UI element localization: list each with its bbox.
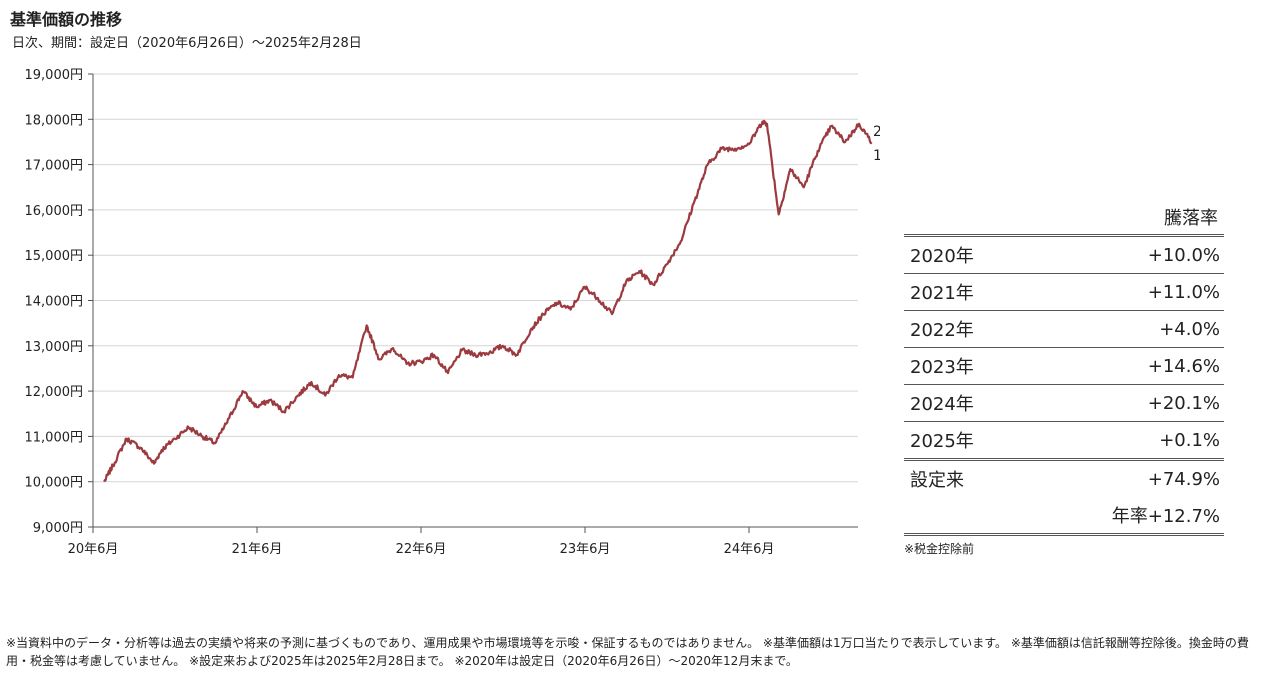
return-table-header: 騰落率 <box>1164 208 1218 229</box>
return-row-label: 2025年 <box>910 431 974 452</box>
return-row: 設定来 +74.9% <box>904 461 1224 497</box>
plot-area <box>103 119 873 483</box>
return-row-value: +20.1% <box>1147 392 1220 414</box>
x-tick-label: 23年6月 <box>560 542 611 557</box>
return-row-value: +0.1% <box>1159 429 1220 451</box>
return-row: 2023年 +14.6% <box>904 348 1224 385</box>
x-tick-label: 22年6月 <box>396 542 447 557</box>
last-value-annotation: 25年2月28日 17,494円 <box>873 124 880 164</box>
return-row: 2020年 +10.0% <box>904 234 1224 274</box>
return-row-value: +14.6% <box>1147 355 1220 377</box>
y-tick-label: 15,000円 <box>25 249 84 264</box>
nav-line-chart: 9,000円 10,000円 11,000円 12,000円 13,000円 14,000… <box>25 68 881 557</box>
annotation-value: 17,494円 <box>873 148 880 164</box>
return-row-label: 設定来 <box>910 470 964 491</box>
return-row-label: 2020年 <box>910 246 974 267</box>
y-tick-label: 12,000円 <box>25 385 84 400</box>
return-row-label: 2024年 <box>910 394 974 415</box>
y-tick-label: 13,000円 <box>25 340 84 355</box>
x-axis: 20年6月 21年6月 22年6月 23年6月 24年6月 <box>68 526 858 557</box>
y-tick-label: 18,000円 <box>25 113 84 128</box>
return-row: 2024年 +20.1% <box>904 385 1224 422</box>
y-tick-label: 14,000円 <box>25 295 84 310</box>
y-axis: 9,000円 10,000円 11,000円 12,000円 13,000円 14,000… <box>25 68 94 536</box>
return-table-rows: 2020年 +10.0% 2021年 +11.0% 2022年 +4.0% 2023年 +14… <box>904 234 1224 497</box>
x-tick-label: 20年6月 <box>68 542 119 557</box>
y-tick-label: 10,000円 <box>25 476 84 491</box>
return-row-label: 2021年 <box>910 283 974 304</box>
return-row-value: +11.0% <box>1147 281 1220 303</box>
chart-subtitle: 日次、期間：設定日（2020年6月26日）～2025年2月28日 <box>12 36 362 51</box>
return-row: 2025年 +0.1% <box>904 422 1224 461</box>
annotation-date: 25年2月28日 <box>873 124 880 140</box>
annual-return: 年率+12.7% <box>1111 506 1220 527</box>
x-tick-label: 21年6月 <box>232 542 283 557</box>
y-tick-label: 9,000円 <box>33 521 83 536</box>
disclaimer-footnote: ※当資料中のデータ・分析等は過去の実績や将来の予測に基づくものであり、運用成果や… <box>6 636 1249 668</box>
chart-gridlines <box>93 73 858 528</box>
return-row-label: 2022年 <box>910 320 974 341</box>
y-tick-label: 19,000円 <box>25 68 84 83</box>
y-tick-label: 17,000円 <box>25 159 84 174</box>
return-table: 騰落率 2020年 +10.0% 2021年 +11.0% 2022年 +4.0% 2023… <box>904 204 1224 557</box>
return-row: 2021年 +11.0% <box>904 274 1224 311</box>
return-table-annual-row: 年率+12.7% <box>904 497 1224 536</box>
return-row: 2022年 +4.0% <box>904 311 1224 348</box>
y-tick-label: 11,000円 <box>25 430 84 445</box>
x-tick-label: 24年6月 <box>724 542 775 557</box>
return-row-value: +74.9% <box>1147 468 1220 490</box>
return-row-label: 2023年 <box>910 357 974 378</box>
return-row-value: +4.0% <box>1159 318 1220 340</box>
tax-note: ※税金控除前 <box>904 542 975 556</box>
return-row-value: +10.0% <box>1147 244 1220 266</box>
y-tick-label: 16,000円 <box>25 204 84 219</box>
nav-series-line <box>103 119 873 483</box>
chart-title: 基準価額の推移 <box>10 10 123 29</box>
